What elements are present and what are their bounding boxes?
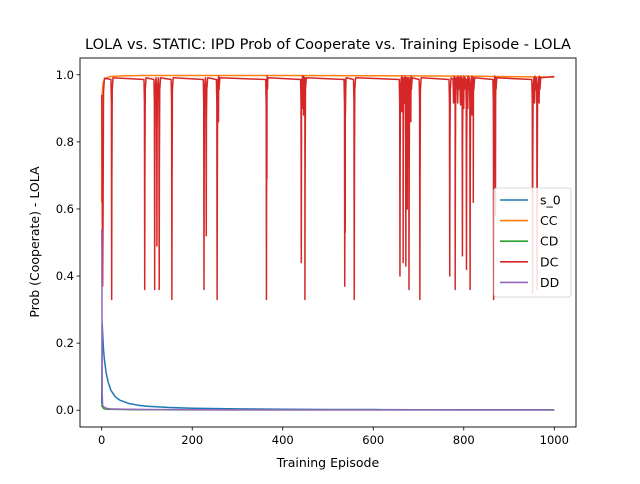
y-tick-label: 0.2: [56, 336, 74, 350]
y-tick-label: 0.8: [56, 135, 74, 149]
x-tick-label: 0: [98, 433, 105, 447]
y-axis-label: Prob (Cooperate) - LOLA: [27, 166, 42, 318]
series-line-dc: [100, 75, 555, 301]
x-tick-label: 400: [272, 433, 294, 447]
x-tick-label: 200: [181, 433, 203, 447]
legend-label-cc: CC: [540, 213, 558, 228]
x-tick-label: 800: [453, 433, 475, 447]
legend: s_0 CC CD DC DD: [493, 187, 572, 298]
series-line-cc: [100, 74, 555, 203]
legend-label-s-0: s_0: [540, 193, 561, 208]
axes-frame: [79, 57, 577, 428]
x-tick-label: 600: [362, 433, 384, 447]
legend-label-cd: CD: [540, 234, 558, 249]
y-tick-label: 1.0: [56, 68, 74, 82]
x-axis-label: Training Episode: [276, 455, 380, 470]
y-tick-label: 0.4: [56, 269, 74, 283]
legend-label-dd: DD: [540, 275, 559, 290]
plot-area: [100, 74, 555, 411]
series-line-dd: [100, 229, 555, 411]
chart-title: LOLA vs. STATIC: IPD Prob of Cooperate v…: [85, 37, 571, 53]
y-tick-label: 0.6: [56, 202, 74, 216]
legend-label-dc: DC: [540, 254, 559, 269]
x-axis-ticks: 0 200 400 600 800 1000: [98, 427, 569, 447]
legend-box: [493, 187, 572, 298]
x-tick-label: 1000: [540, 433, 569, 447]
y-tick-label: 0.0: [56, 403, 74, 417]
y-axis-ticks: 0.0 0.2 0.4 0.6 0.8 1.0: [56, 68, 80, 417]
